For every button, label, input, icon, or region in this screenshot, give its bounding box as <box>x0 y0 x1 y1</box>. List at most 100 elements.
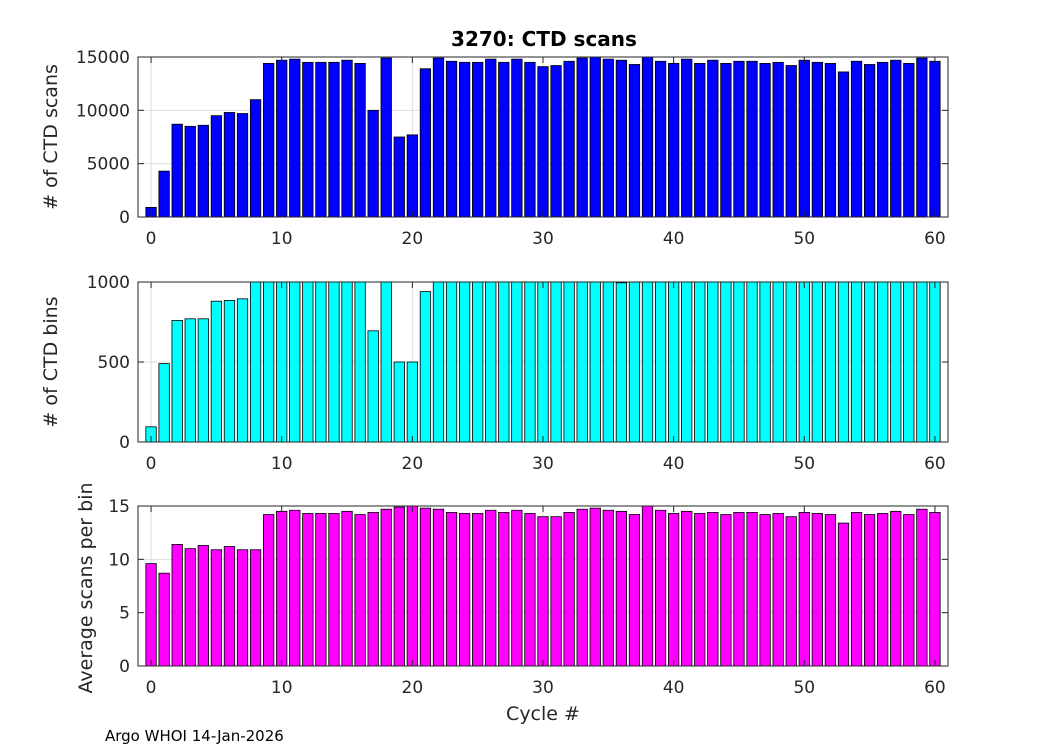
ctd-scans-bar-cycle-36 <box>615 59 628 218</box>
average-scans-per-bin-x-tick-label: 20 <box>402 678 424 698</box>
ctd-scans-bar-cycle-44 <box>720 63 732 218</box>
average-scans-per-bin-bar-cycle-37 <box>628 514 641 667</box>
panel-ctd-bins: 0 10 20 30 40 50 60 0 500 1000 # of CTD bins <box>40 273 949 474</box>
ctd-bins-bar-cycle-46 <box>746 281 758 443</box>
ctd-scans-bar-cycle-48 <box>772 61 784 218</box>
ctd-bins-bar-cycle-49 <box>785 281 797 443</box>
average-scans-per-bin-x-axis-label: Cycle # <box>506 703 580 725</box>
average-scans-per-bin-bar-cycle-25 <box>472 513 484 667</box>
ctd-scans-bar-cycle-32 <box>563 60 575 218</box>
average-scans-per-bin-bar-cycle-53 <box>837 522 850 667</box>
ctd-scans-x-tick-label: 20 <box>402 229 424 249</box>
ctd-bins-x-tick-label: 10 <box>271 454 293 474</box>
ctd-scans-bar-cycle-5 <box>210 115 223 218</box>
ctd-bins-x-tick-label: 60 <box>924 454 946 474</box>
average-scans-per-bin-bar-cycle-16 <box>354 514 366 667</box>
ctd-scans-bar-cycle-7 <box>236 113 249 218</box>
ctd-scans-bar-cycle-57 <box>890 59 902 218</box>
ctd-bins-bar-cycle-25 <box>472 281 484 443</box>
ctd-bins-bar-cycle-28 <box>511 281 523 443</box>
average-scans-per-bin-bar-cycle-40 <box>668 513 680 667</box>
ctd-scans-y-tick-label: 10000 <box>76 101 130 121</box>
average-scans-per-bin-bar-cycle-59 <box>916 508 928 667</box>
ctd-bins-bar-cycle-5 <box>210 300 223 443</box>
ctd-scans-bar-cycle-43 <box>707 59 719 218</box>
average-scans-per-bin-bar-cycle-36 <box>615 510 628 667</box>
ctd-bins-bar-cycle-1 <box>158 363 170 443</box>
ctd-bins-bar-cycle-27 <box>498 281 510 443</box>
ctd-bins-bar-cycle-32 <box>563 281 575 443</box>
ctd-scans-bar-cycle-24 <box>458 61 471 218</box>
ctd-bins-bar-cycle-31 <box>550 281 562 443</box>
average-scans-per-bin-bar-cycle-56 <box>877 513 889 667</box>
average-scans-per-bin-bar-cycle-49 <box>785 516 797 667</box>
average-scans-per-bin-bar-cycle-52 <box>824 514 837 667</box>
average-scans-per-bin-x-tick-label: 40 <box>663 678 685 698</box>
average-scans-per-bin-bar-cycle-1 <box>158 572 170 667</box>
average-scans-per-bin-bar-cycle-2 <box>171 544 183 667</box>
average-scans-per-bin-bar-cycle-12 <box>302 513 314 667</box>
ctd-bins-bar-cycle-36 <box>615 282 628 443</box>
average-scans-per-bin-bar-cycle-47 <box>759 514 771 667</box>
ctd-scans-bar-cycle-39 <box>654 60 667 218</box>
ctd-bins-bar-cycle-42 <box>694 281 706 443</box>
ctd-scans-bar-cycle-23 <box>445 60 458 218</box>
ctd-scans-bar-cycle-8 <box>249 99 262 218</box>
ctd-bins-bar-cycle-17 <box>367 330 379 443</box>
average-scans-per-bin-bar-cycle-8 <box>249 549 262 667</box>
ctd-bins-bar-cycle-22 <box>432 281 445 443</box>
average-scans-per-bin-bar-cycle-34 <box>589 507 601 667</box>
ctd-scans-bar-cycle-17 <box>367 109 379 218</box>
ctd-bins-bar-cycle-48 <box>772 281 784 443</box>
ctd-scans-x-tick-label: 40 <box>663 229 685 249</box>
ctd-bins-bar-cycle-55 <box>863 281 876 443</box>
ctd-scans-bar-cycle-42 <box>694 63 706 218</box>
average-scans-per-bin-bar-cycle-31 <box>550 516 562 667</box>
ctd-bins-x-tick-label: 40 <box>663 454 685 474</box>
ctd-bins-bar-cycle-39 <box>654 281 667 443</box>
ctd-scans-bar-cycle-58 <box>903 63 915 218</box>
ctd-bins-bar-cycle-20 <box>406 361 418 443</box>
average-scans-per-bin-bar-cycle-60 <box>929 512 941 667</box>
ctd-scans-bar-cycle-18 <box>380 57 392 218</box>
average-scans-per-bin-bar-cycle-39 <box>654 509 667 667</box>
average-scans-per-bin-bar-cycle-26 <box>485 509 497 667</box>
ctd-bins-bar-cycle-4 <box>197 318 209 443</box>
ctd-scans-bar-cycle-2 <box>171 123 183 218</box>
ctd-scans-bar-cycle-40 <box>668 63 680 218</box>
ctd-scans-y-axis-label: # of CTD scans <box>40 64 62 210</box>
average-scans-per-bin-y-tick-label: 5 <box>119 604 130 624</box>
ctd-scans-bar-cycle-28 <box>511 58 523 218</box>
ctd-bins-y-tick-label: 0 <box>119 433 130 453</box>
average-scans-per-bin-bar-cycle-4 <box>197 545 209 667</box>
ctd-scans-bar-cycle-19 <box>393 136 405 218</box>
average-scans-per-bin-bar-cycle-18 <box>380 508 392 667</box>
ctd-bins-bar-cycle-30 <box>537 281 549 443</box>
ctd-scans-bar-cycle-22 <box>432 57 445 218</box>
ctd-scans-bar-cycle-29 <box>524 61 536 218</box>
ctd-scans-bar-cycle-49 <box>785 65 797 218</box>
ctd-bins-bar-cycle-47 <box>759 281 771 443</box>
ctd-scans-bar-cycle-37 <box>628 64 641 218</box>
ctd-bins-bar-cycle-60 <box>929 281 941 443</box>
ctd-scans-bar-cycle-13 <box>315 61 327 218</box>
ctd-bins-x-tick-label: 0 <box>146 454 157 474</box>
average-scans-per-bin-bar-cycle-11 <box>289 509 301 667</box>
ctd-scans-bar-cycle-55 <box>863 64 876 218</box>
ctd-scans-bar-cycle-31 <box>550 65 562 218</box>
ctd-bins-bar-cycle-50 <box>798 281 810 443</box>
average-scans-per-bin-bar-cycle-7 <box>236 549 249 667</box>
ctd-bins-bar-cycle-58 <box>903 281 915 443</box>
ctd-bins-x-tick-label: 50 <box>793 454 815 474</box>
average-scans-per-bin-x-tick-label: 10 <box>271 678 293 698</box>
ctd-scans-bar-cycle-33 <box>576 57 588 218</box>
average-scans-per-bin-x-tick-label: 50 <box>793 678 815 698</box>
average-scans-per-bin-x-tick-label: 30 <box>532 678 554 698</box>
average-scans-per-bin-bar-cycle-22 <box>432 508 445 667</box>
ctd-scans-x-tick-label: 50 <box>793 229 815 249</box>
ctd-bins-bar-cycle-29 <box>524 281 536 443</box>
average-scans-per-bin-bar-cycle-58 <box>903 514 915 667</box>
ctd-bins-bar-cycle-13 <box>315 281 327 443</box>
average-scans-per-bin-bar-cycle-6 <box>223 546 236 667</box>
average-scans-per-bin-bar-cycle-38 <box>641 505 654 667</box>
